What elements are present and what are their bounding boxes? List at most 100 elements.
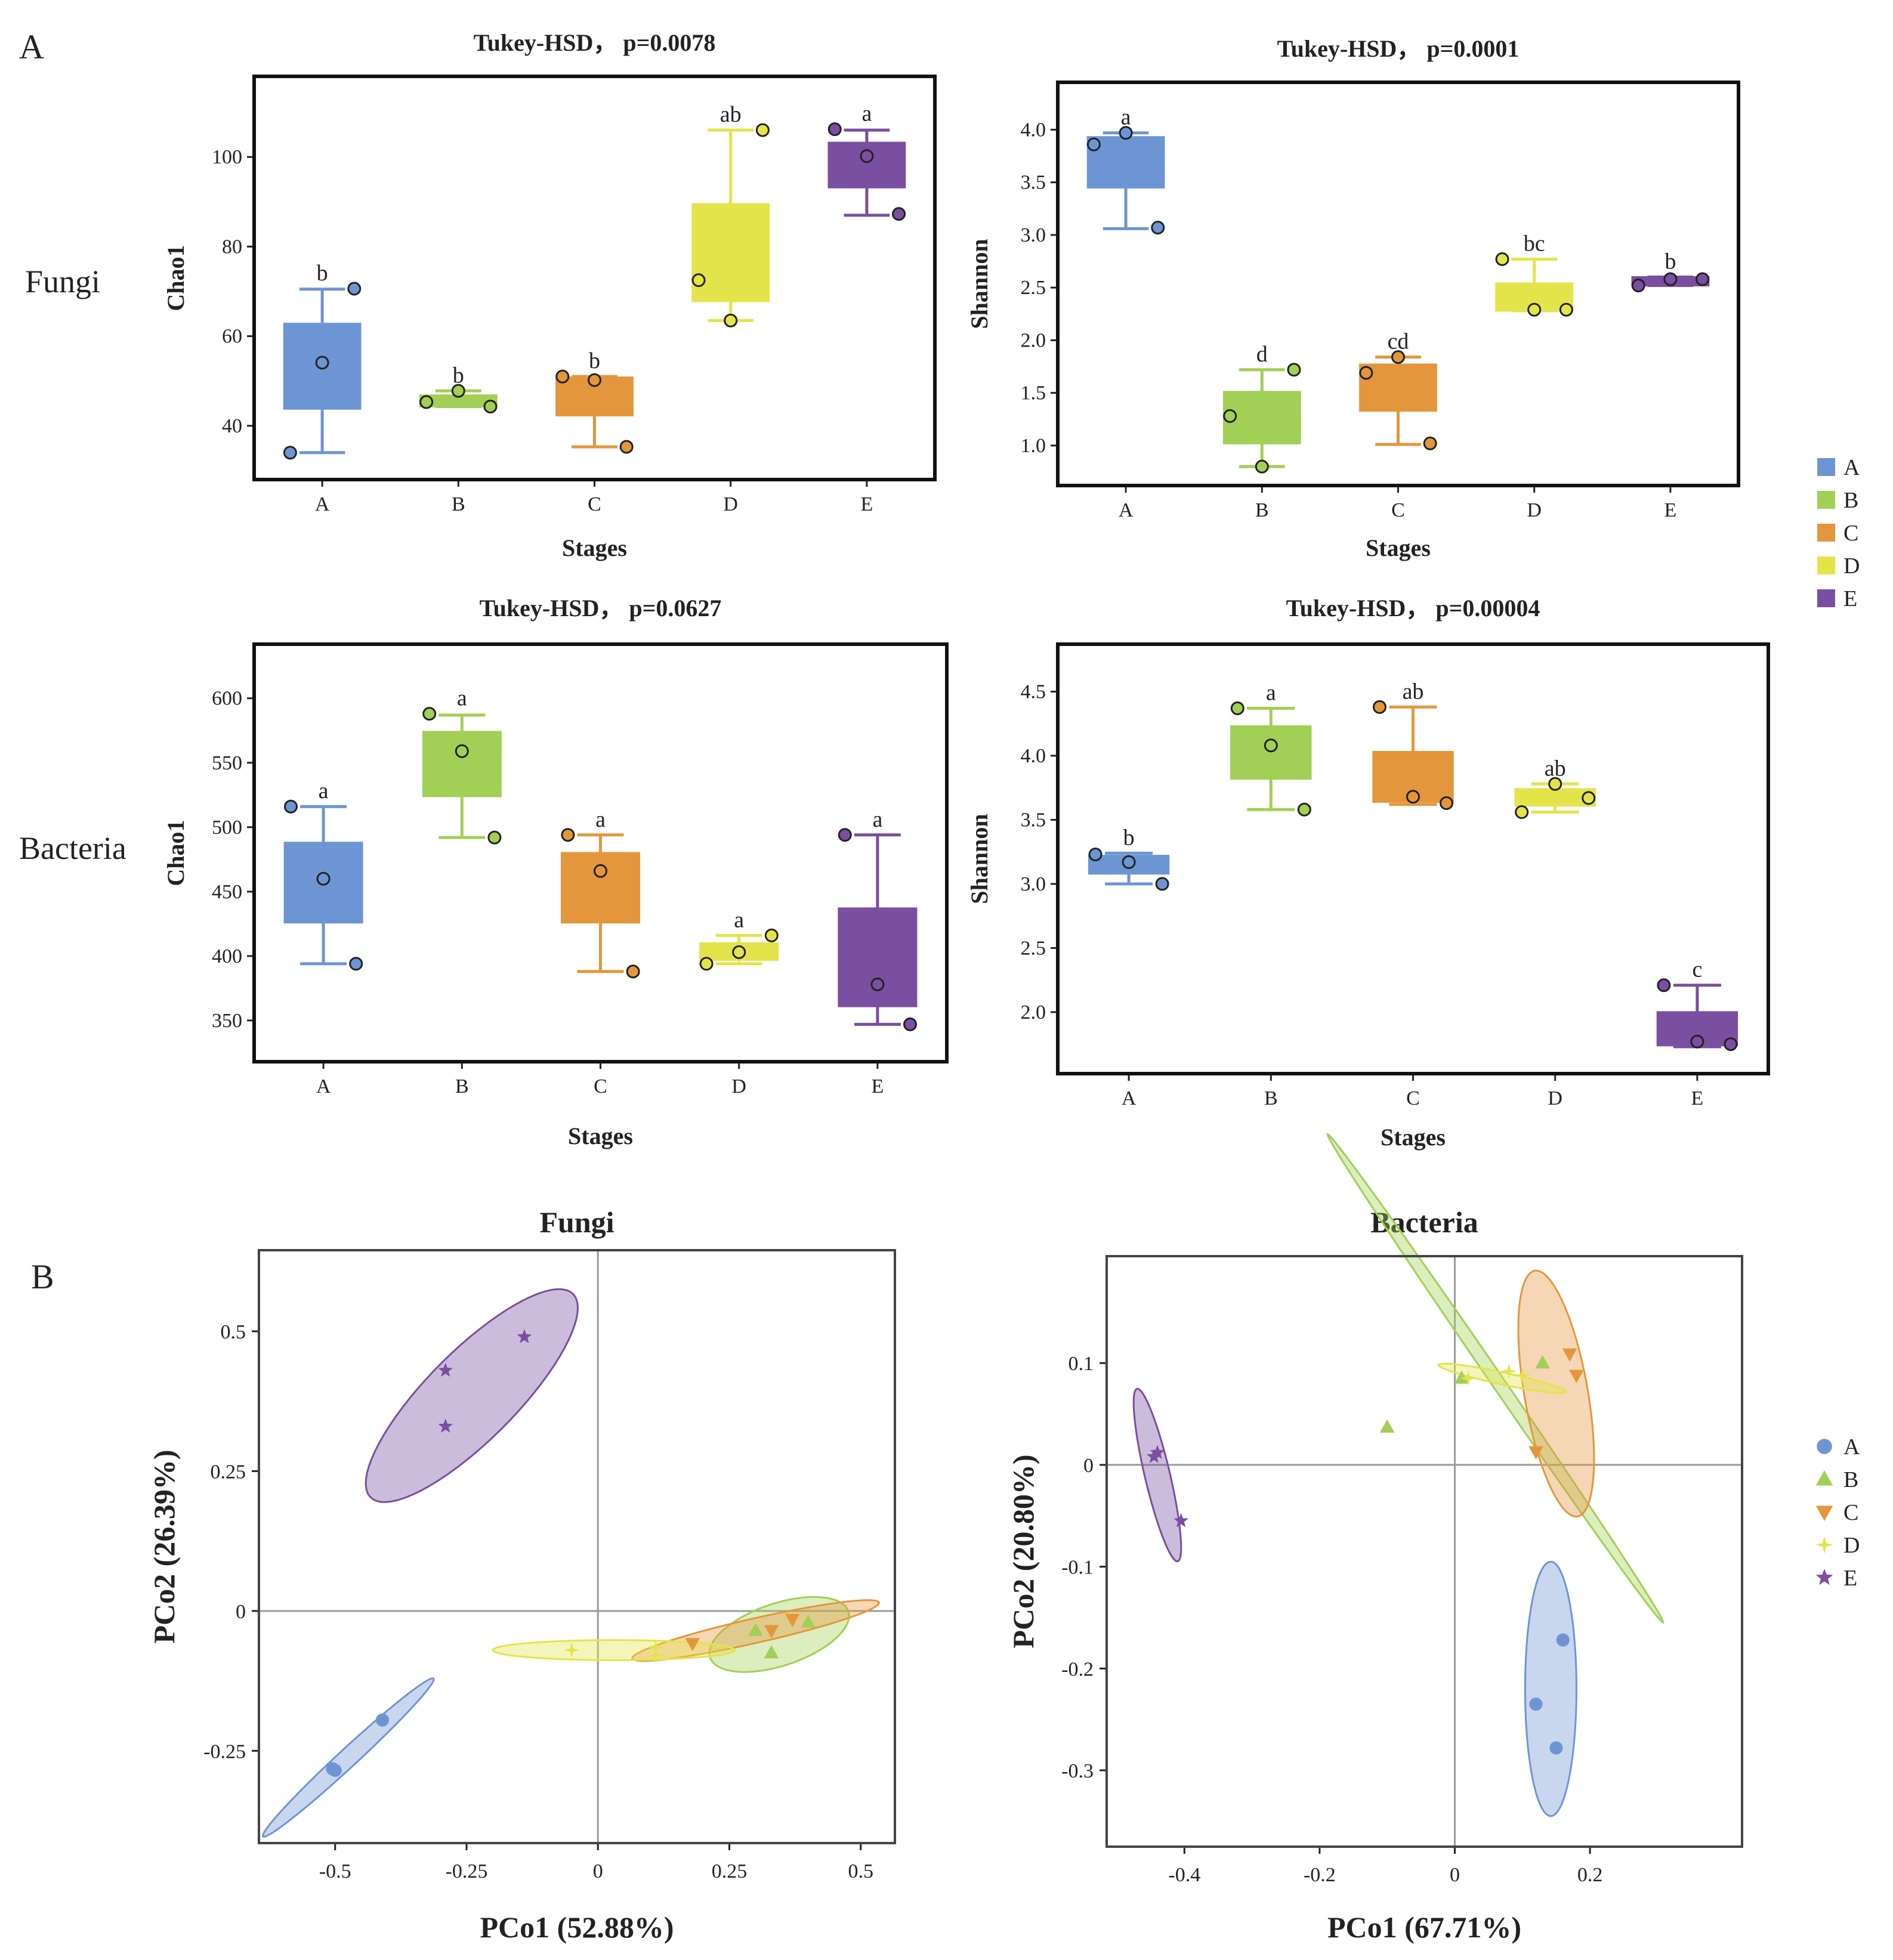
data-point-D [764,928,779,942]
sample-point-B [801,1614,816,1628]
data-point-C [1406,790,1420,804]
significance-letter-D: ab [1545,756,1566,781]
significance-letter-E: b [1665,249,1676,274]
x-tick-label: A [1122,1087,1137,1109]
data-point-C [588,373,601,387]
sample-point-D [1501,1363,1517,1379]
plot-frame [1105,1255,1743,1848]
y-tick-label: 0 [236,1601,246,1623]
data-point-E [1696,272,1710,286]
significance-letter-C: a [595,807,606,832]
y-tick-label: -0.25 [203,1740,246,1763]
legend-label-B: B [1843,488,1858,513]
legend-label-C: C [1843,1500,1858,1525]
legend-label-E: E [1843,586,1857,611]
sample-point-E [1150,1445,1165,1459]
y-tick-label: 3.0 [1021,873,1046,895]
x-tick-label: B [455,1075,469,1098]
significance-letter-E: c [1692,957,1702,982]
data-point-D [755,123,770,137]
data-point-A [1088,847,1103,861]
pcoa-plot-bacteria: Bacteria-0.4 -0.2 0 0.2-0.3-0.2-0.100.1PCo1… [1006,1133,1743,1944]
data-point-B [1264,738,1278,753]
data-point-D [732,945,746,959]
data-point-B [483,400,498,414]
data-point-C [1440,796,1454,811]
box-B [422,731,502,797]
sample-point-C [785,1613,800,1627]
y-tick-label: -0.3 [1061,1760,1094,1782]
significance-letter-B: b [453,363,464,388]
sample-point-E [438,1362,453,1377]
x-tick-label: E [1691,1087,1704,1109]
y-tick-label: 2.5 [1021,277,1046,299]
significance-letter-D: a [734,907,744,932]
data-point-A [1119,126,1133,140]
data-point-A [1151,221,1165,235]
y-tick-label: 0.1 [1069,1353,1094,1375]
row-label-fungi: Fungi [25,264,100,299]
sample-point-B [1535,1355,1551,1369]
data-point-B [451,384,465,398]
x-tick-label: 0.25 [712,1860,748,1882]
x-tick-label: E [872,1075,884,1098]
panel-label-a: A [19,27,44,66]
y-tick-label: 40 [222,415,242,437]
data-point-C [1372,700,1386,714]
data-point-A [349,957,363,971]
box-D [691,203,770,302]
sample-point-B [748,1622,763,1636]
x-tick-label: 0.5 [848,1860,873,1882]
x-tick-label: 0.2 [1577,1864,1603,1886]
significance-letter-D: ab [720,102,742,127]
sample-point-D [1460,1370,1477,1386]
plot-frame [1056,642,1770,1075]
data-point-C [1391,350,1405,364]
data-point-C [561,828,575,842]
y-tick-label: 500 [212,817,242,839]
y-tick-label: 350 [212,1010,242,1032]
data-point-A [1086,137,1101,152]
x-tick-label: C [588,493,601,515]
confidence-ellipse-E [365,1288,579,1503]
data-point-B [419,395,434,409]
significance-letter-B: a [457,686,467,711]
data-point-A [1155,877,1169,891]
data-point-E [1631,279,1645,293]
y-axis-title: PCo2 (26.39%) [147,1450,181,1644]
sample-point-D [1514,1367,1530,1383]
significance-letter-E: a [861,101,872,126]
legend-label-C: C [1843,521,1858,546]
pcoa-plot-fungi: Fungi -0.5 -0.25 0 0.25 0.5 -0.25 0 0.25 0.5 PCo1 … [147,1205,896,1944]
legend-label-E: E [1843,1566,1857,1591]
y-tick-label: 4.0 [1021,745,1046,767]
legend-marker-C [1815,1505,1833,1521]
significance-letter-C: b [589,348,600,373]
y-tick-label: 100 [212,146,242,168]
data-point-B [1230,701,1244,715]
data-point-E [860,149,874,163]
x-tick-label: -0.25 [446,1860,488,1882]
sample-point-D [648,1647,664,1664]
boxplot-bacteria-shannon: Tukey-HSD， p=0.00004 b Aa Bab Cab Dc E 2.0 2.5 3.… [966,595,1770,1151]
data-point-B [487,830,502,845]
sample-point-E [517,1329,532,1343]
y-axis-title: PCo2 (20.80%) [1006,1455,1040,1649]
sample-point-A [328,1764,342,1777]
legend-label-A: A [1843,1435,1860,1460]
legend-marker-A [1817,1439,1832,1454]
data-point-E [1690,1034,1704,1049]
legend-swatch-C [1817,524,1835,542]
data-point-D [1527,302,1542,317]
x-axis-title: Stages [1381,1124,1446,1151]
row-label-bacteria: Bacteria [19,830,126,866]
y-tick-label: 0 [1083,1455,1094,1477]
data-point-C [594,864,607,878]
y-tick-label: 0.25 [211,1461,246,1483]
x-tick-label: A [1119,499,1134,521]
data-point-D [1515,805,1529,820]
y-tick-label: 3.5 [1021,809,1046,831]
y-tick-label: 4.0 [1021,119,1046,141]
sample-point-D [648,1639,664,1655]
